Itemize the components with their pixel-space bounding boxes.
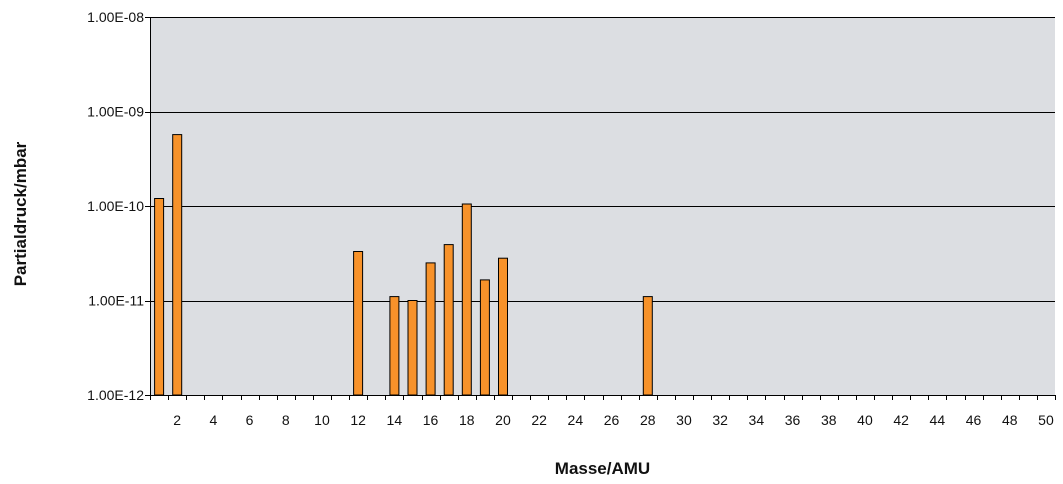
x-tick-label: 14 [387, 412, 403, 428]
x-tick-label: 48 [1002, 412, 1018, 428]
x-axis-title: Masse/AMU [555, 459, 650, 478]
x-tick-label: 30 [676, 412, 692, 428]
bar [353, 251, 364, 396]
x-tick-label: 38 [821, 412, 837, 428]
y-tick-label: 1.00E-10 [87, 198, 144, 214]
y-tick-label: 1.00E-09 [87, 104, 144, 120]
bar [479, 279, 490, 396]
y-tick-label: 1.00E-11 [88, 293, 144, 309]
bar [461, 203, 472, 396]
x-tick-label: 36 [785, 412, 801, 428]
y-tick-label: 1.00E-12 [87, 387, 144, 403]
x-tick-label: 18 [459, 412, 475, 428]
x-tick-labels: 2 4 6 8 10 12 14 16 18 20 22 24 26 28 30 32 34 36 38 40 42 44… [173, 412, 1054, 428]
x-tick-label: 12 [350, 412, 366, 428]
x-tick-label: 10 [314, 412, 330, 428]
x-tick-label: 40 [857, 412, 873, 428]
x-tick-label: 6 [246, 412, 254, 428]
bar [443, 244, 454, 396]
x-tick-label: 28 [640, 412, 656, 428]
x-tick-label: 20 [495, 412, 511, 428]
x-tick-label: 42 [893, 412, 909, 428]
x-tick-label: 44 [930, 412, 946, 428]
y-axis-title: Partialdruck/mbar [11, 141, 30, 286]
x-tick-label: 50 [1038, 412, 1054, 428]
x-tick-label: 8 [282, 412, 290, 428]
x-tick-label: 22 [531, 412, 547, 428]
x-tick-label: 32 [712, 412, 728, 428]
bar [407, 300, 418, 396]
x-tick-label: 26 [604, 412, 620, 428]
bar [425, 262, 436, 396]
axes [145, 17, 1056, 400]
x-tick-label: 24 [568, 412, 584, 428]
bar [498, 257, 508, 396]
x-tick-label: 16 [423, 412, 439, 428]
bar [642, 296, 653, 396]
y-tick-labels: 1.00E-12 1.00E-11 1.00E-10 1.00E-09 1.00E-08 [87, 9, 144, 403]
bar [389, 296, 400, 396]
x-tick-label: 34 [749, 412, 765, 428]
y-tick-label: 1.00E-08 [87, 9, 144, 25]
bar [172, 134, 183, 396]
bar [154, 198, 165, 396]
x-tick-label: 4 [209, 412, 217, 428]
x-tick-label: 2 [173, 412, 181, 428]
x-tick-label: 46 [966, 412, 982, 428]
